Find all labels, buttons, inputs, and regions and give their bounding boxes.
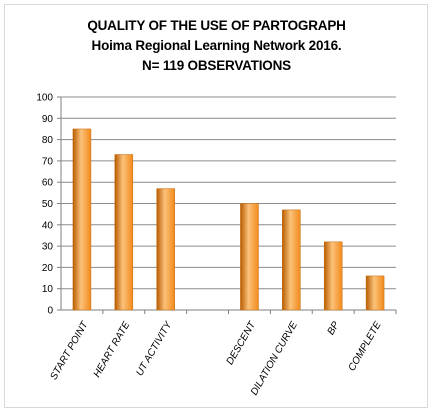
x-tick-label: COMPLETE xyxy=(347,320,384,373)
chart-title: QUALITY OF THE USE OF PARTOGRAPH xyxy=(87,18,346,33)
axes xyxy=(57,96,397,314)
x-tick-label: DESCENT xyxy=(225,319,259,367)
grid-lines xyxy=(61,96,396,290)
y-tick-label: 90 xyxy=(42,114,54,125)
x-tick-label: BP xyxy=(326,320,342,337)
chart-note: N= 119 OBSERVATIONS xyxy=(142,58,291,73)
bar-heart-rate xyxy=(114,154,134,311)
bar-start-point xyxy=(72,128,92,311)
chart-subtitle: Hoima Regional Learning Network 2016. xyxy=(91,38,342,53)
x-tick-label: UT ACTIVITY xyxy=(134,319,175,378)
y-tick-label: 50 xyxy=(42,199,54,210)
y-tick-label: 70 xyxy=(42,156,54,167)
y-tick-label: 10 xyxy=(42,284,54,295)
x-tick-label: DILATION CURVE xyxy=(249,320,300,398)
bar-dilation-curve xyxy=(282,209,301,311)
y-tick-label: 80 xyxy=(42,135,54,146)
bar-ut-activity xyxy=(156,188,175,311)
y-tick-label: 0 xyxy=(47,306,53,317)
bar-descent xyxy=(240,203,259,311)
x-tick-label: START POINT xyxy=(48,319,91,382)
y-tick-label: 30 xyxy=(42,242,54,253)
y-tick-label: 100 xyxy=(36,93,53,104)
y-tick-label: 40 xyxy=(42,220,54,231)
y-tick-label: 20 xyxy=(42,263,54,274)
bar-complete xyxy=(365,275,385,311)
y-tick-labels: 0 10 20 30 40 50 60 70 80 90 100 xyxy=(36,93,53,317)
bar-bp xyxy=(323,241,343,311)
x-tick-label: HEART RATE xyxy=(92,320,133,380)
bars xyxy=(72,128,385,311)
x-tick-labels: START POINT HEART RATE UT ACTIVITY DESCENTD… xyxy=(48,319,383,398)
y-tick-label: 60 xyxy=(42,178,54,189)
